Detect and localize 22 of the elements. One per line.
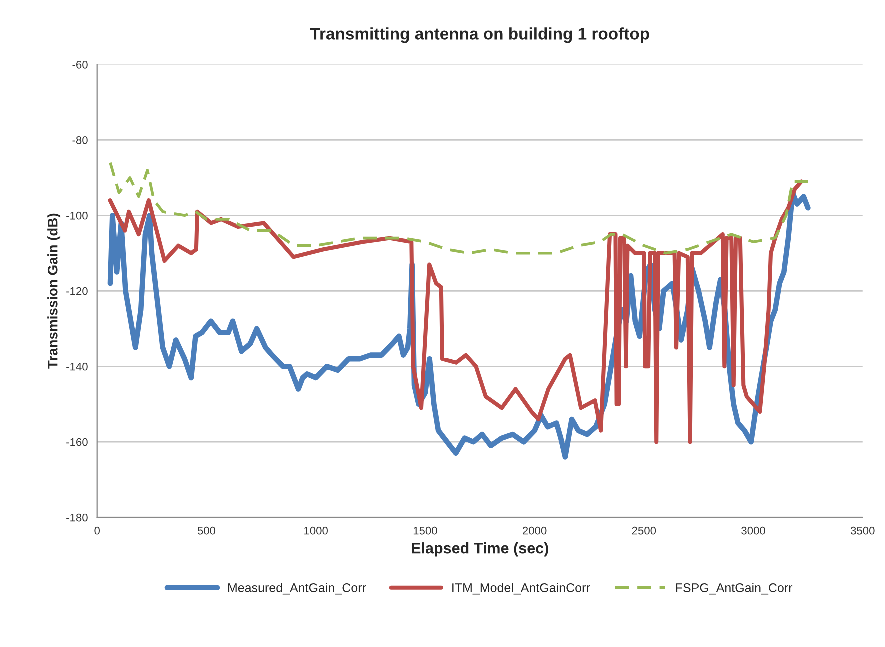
x-tick-label: 0: [94, 526, 100, 535]
x-axis-title: Elapsed Time (sec): [412, 542, 548, 557]
y-tick-label: -140: [66, 362, 88, 371]
y-axis-title: Transmission Gain (dB): [48, 214, 61, 369]
x-tick-label: 2000: [522, 526, 547, 535]
x-tick-label: 3000: [742, 526, 766, 535]
y-tick-label: -100: [66, 212, 88, 220]
y-tick-label: -80: [72, 136, 88, 144]
line-series: [109, 161, 810, 255]
legend-label: FSPG_AntGain_Corr: [676, 583, 793, 595]
x-tick-label: 1500: [414, 526, 438, 535]
y-tick-label: -180: [66, 514, 88, 522]
x-tick-label: 1000: [304, 526, 328, 535]
x-tick-label: 2500: [632, 526, 656, 535]
chart-title: Transmitting antenna on building 1 rooftop: [310, 28, 650, 44]
y-tick-label: -160: [66, 438, 88, 446]
legend-label: Measured_AntGain_Corr: [228, 583, 366, 595]
x-tick-label: 500: [198, 526, 216, 535]
y-tick-label: -120: [66, 287, 88, 296]
legend-label: ITM_Model_AntGainCorr: [452, 583, 590, 595]
y-tick-label: -60: [72, 60, 88, 69]
x-tick-label: 3500: [850, 526, 875, 535]
